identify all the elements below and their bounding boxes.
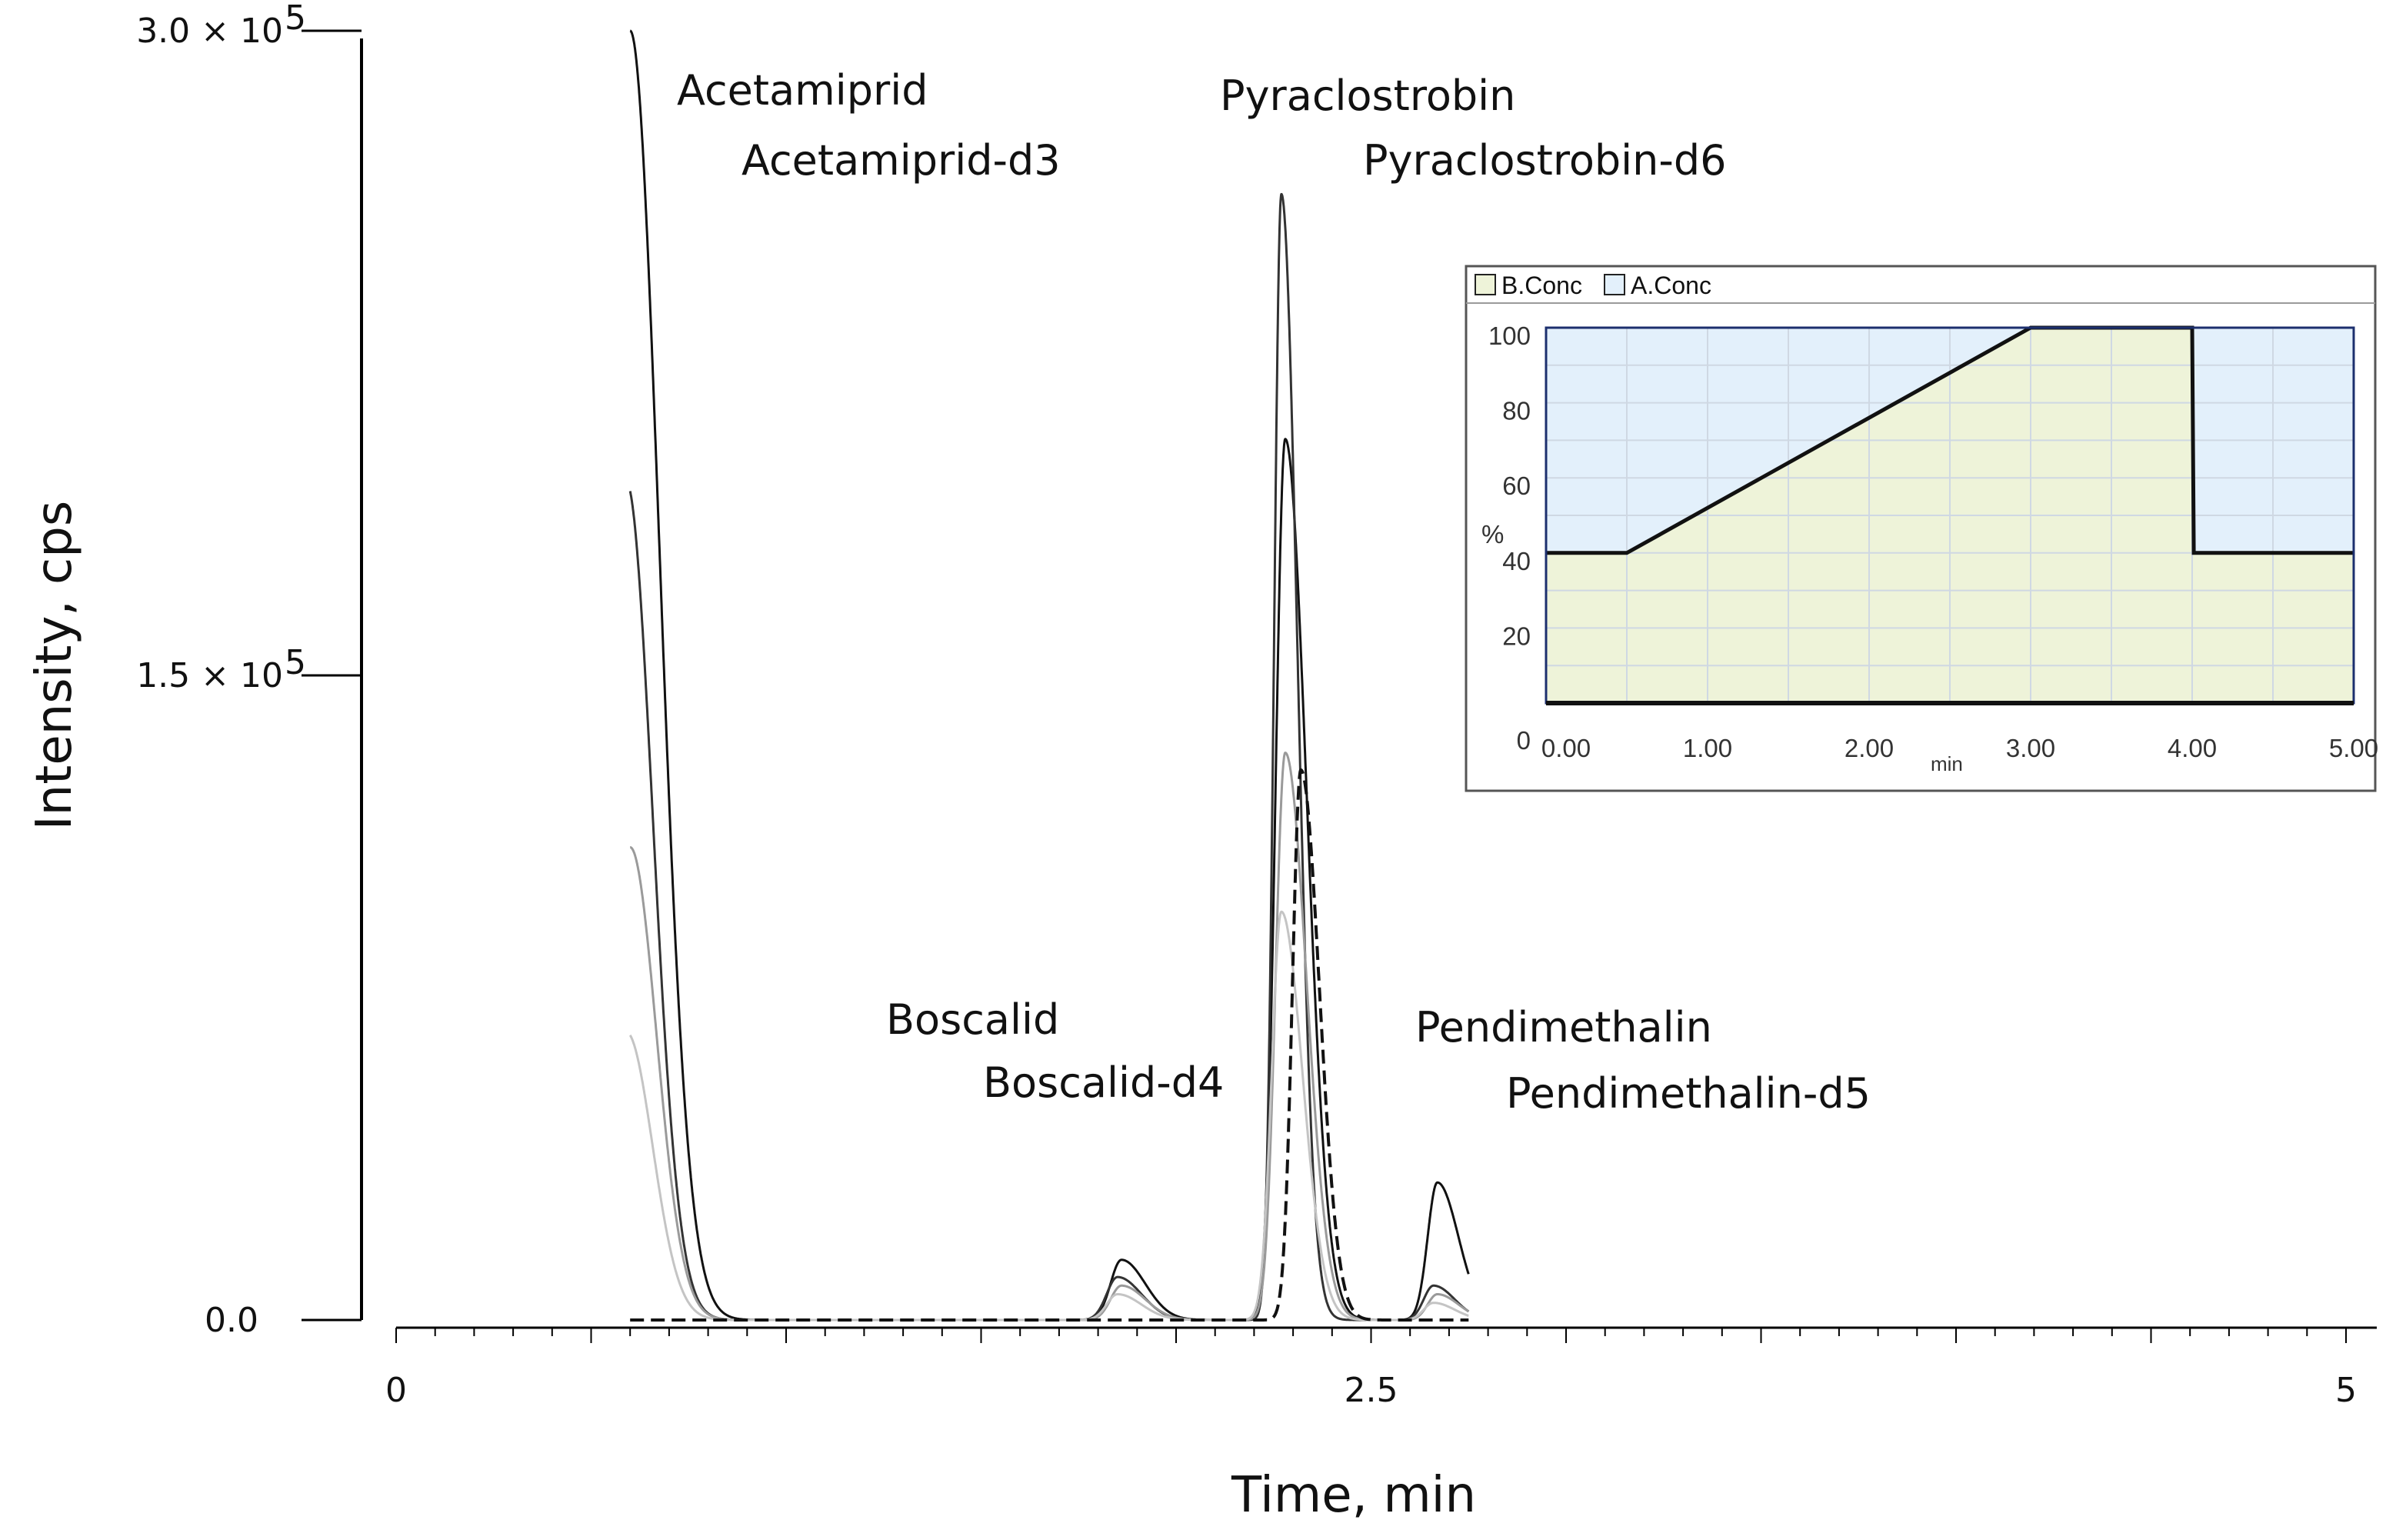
peak-label-pendimethalin-d5: Pendimethalin-d5 xyxy=(1506,1069,1871,1118)
y-axis-title: Intensity, cps xyxy=(26,501,83,830)
gradient-inset: B.Conc A.Conc 0.00 1.00 2.00 3.00 4.00 5.00 0… xyxy=(1465,265,2378,792)
inset-x-tick-label: 0.00 xyxy=(1541,734,1591,762)
y-tick-label: 3.0 × 10 xyxy=(136,12,283,51)
inset-x-axis-title: min xyxy=(1931,752,1963,775)
peak-label-boscalid-d4: Boscalid-d4 xyxy=(983,1058,1224,1107)
x-tick-label: 0 xyxy=(385,1371,407,1410)
peak-label-pendimethalin: Pendimethalin xyxy=(1415,1003,1712,1052)
inset-x-tick-labels: 0.00 1.00 2.00 3.00 4.00 5.00 xyxy=(1541,734,2378,762)
inset-y-tick-label: 60 xyxy=(1502,472,1531,500)
inset-y-tick-label: 80 xyxy=(1502,397,1531,425)
y-tick-label: 1.5 × 10 xyxy=(136,656,283,695)
x-axis-ticks: 0 2.5 5 xyxy=(385,1328,2357,1410)
inset-y-tick-label: 20 xyxy=(1502,622,1531,650)
peak-label-acetamiprid-d3: Acetamiprid-d3 xyxy=(741,136,1061,185)
peak-label-boscalid: Boscalid xyxy=(886,995,1059,1044)
peak-label-pyraclostrobin-d6: Pyraclostrobin-d6 xyxy=(1363,136,1727,185)
x-axis-title: Time, min xyxy=(1231,1467,1476,1524)
y-tick-label-exponent: 5 xyxy=(285,0,306,38)
peak-label-pyraclostrobin: Pyraclostrobin xyxy=(1220,72,1515,120)
inset-x-tick-label: 4.00 xyxy=(2168,734,2217,762)
inset-gridlines xyxy=(1546,328,2354,703)
inset-y-tick-label: 40 xyxy=(1502,547,1531,575)
inset-x-tick-label: 3.00 xyxy=(2006,734,2055,762)
legend-swatch-b-conc xyxy=(1475,274,1496,295)
inset-x-tick-label: 5.00 xyxy=(2329,734,2378,762)
legend-label-b-conc: B.Conc xyxy=(1501,272,1582,299)
x-tick-label: 2.5 xyxy=(1345,1371,1398,1410)
x-tick-label: 5 xyxy=(2335,1371,2357,1410)
chromatogram-trace-5 xyxy=(628,768,1470,1322)
y-tick-label-exponent: 5 xyxy=(285,643,306,682)
inset-x-tick-label: 2.00 xyxy=(1844,734,1894,762)
inset-y-tick-label: 100 xyxy=(1488,322,1531,350)
chromatogram-traces xyxy=(628,29,1470,1322)
peak-label-acetamiprid: Acetamiprid xyxy=(677,66,928,115)
inset-y-tick-label: 0 xyxy=(1517,726,1531,755)
legend-label-a-conc: A.Conc xyxy=(1631,272,1711,299)
inset-x-tick-label: 1.00 xyxy=(1683,734,1732,762)
legend-swatch-a-conc xyxy=(1604,274,1625,295)
inset-y-tick-labels: 0 20 40 60 80 100 xyxy=(1488,322,1531,755)
y-tick-label: 0.0 xyxy=(205,1301,258,1340)
inset-y-axis-title: % xyxy=(1481,520,1504,548)
y-axis-ticks: 0.01.5 × 10 53.0 × 10 5 xyxy=(136,0,362,1340)
main-plot: 0 2.5 5 0.01.5 × 10 53.0 × 10 5 Time, min In… xyxy=(26,0,2377,1524)
